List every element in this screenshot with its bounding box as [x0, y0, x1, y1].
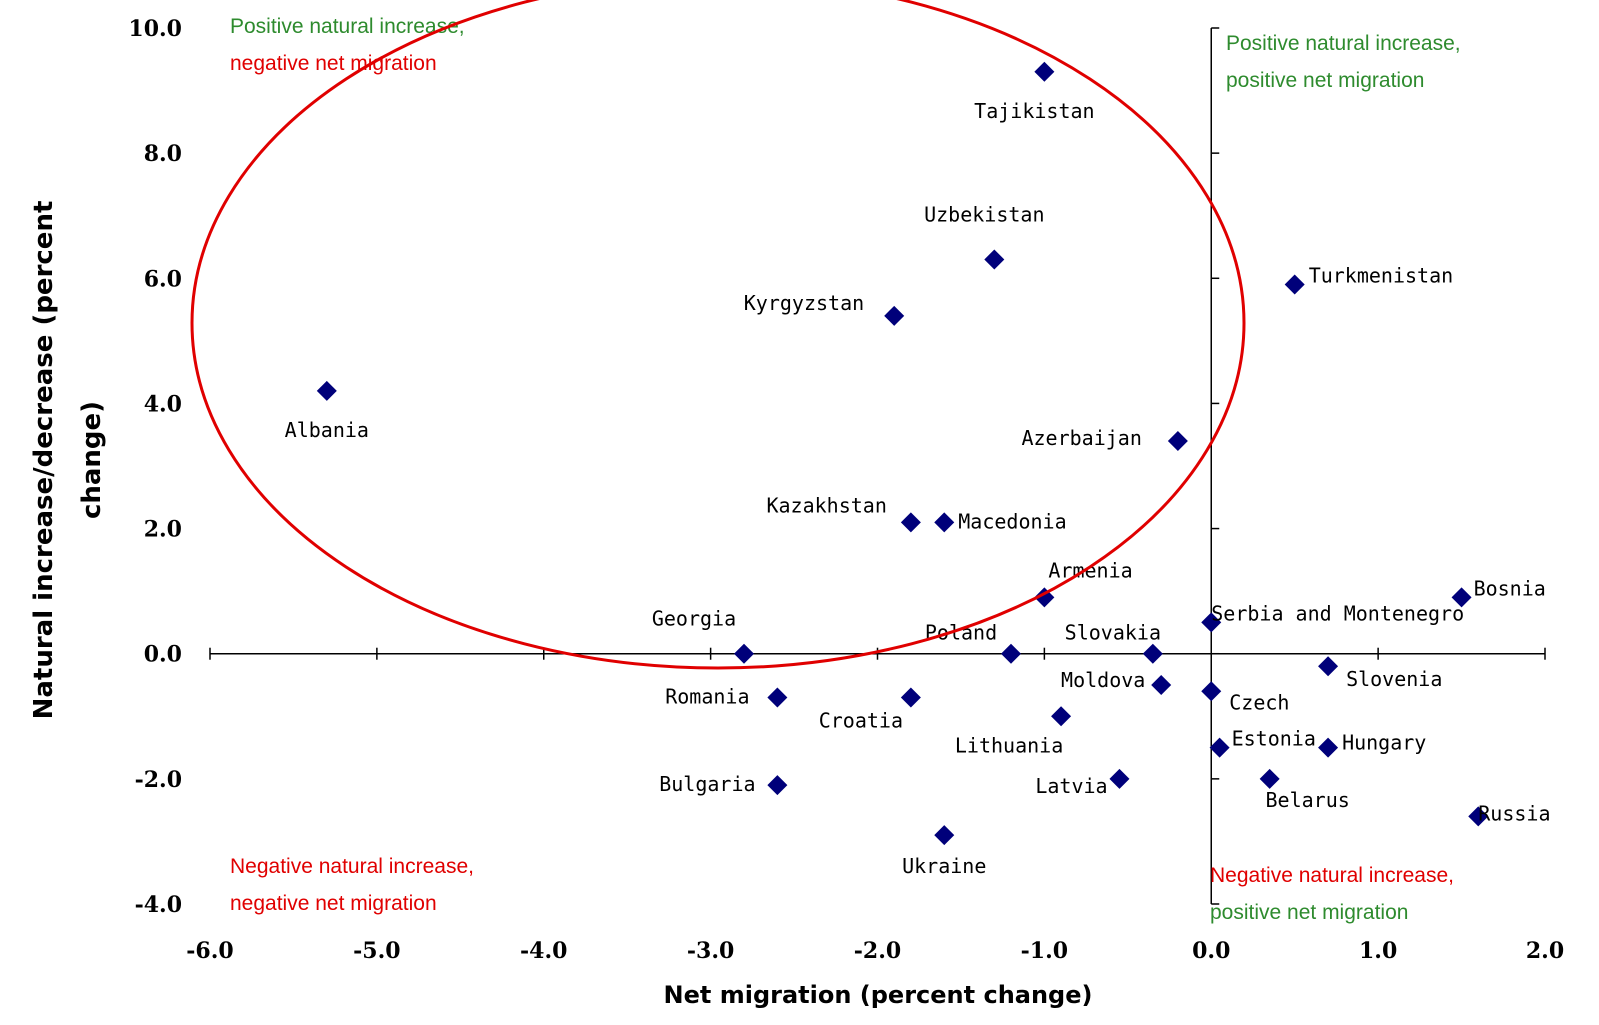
- x-tick-label: -6.0: [186, 938, 233, 964]
- label-slovakia: Slovakia: [1065, 621, 1161, 645]
- point-slovenia: [1318, 656, 1339, 677]
- label-albania: Albania: [285, 418, 369, 442]
- quadrant-annotation-top-left: Positive natural increase, negative net …: [230, 15, 465, 75]
- label-azerbaijan: Azerbaijan: [1021, 426, 1141, 450]
- point-romania: [767, 687, 788, 708]
- quadrant-annotation-bottom-right: Negative natural increase, positive net …: [1210, 864, 1454, 924]
- point-belarus: [1259, 768, 1280, 789]
- x-tick-label: 2.0: [1526, 938, 1564, 964]
- label-serbia-and-montenegro: Serbia and Montenegro: [1211, 601, 1464, 625]
- y-tick-label: -2.0: [135, 767, 182, 793]
- point-bulgaria: [767, 775, 788, 796]
- y-tick-label: 6.0: [144, 266, 182, 292]
- x-tick-label: -4.0: [520, 938, 567, 964]
- point-czech: [1201, 681, 1222, 702]
- data-labels: Tajikistan Uzbekistan Kyrgyzstan Turkmenist…: [285, 99, 1551, 878]
- y-tick-label: 10.0: [128, 16, 182, 42]
- point-estonia: [1209, 737, 1230, 758]
- point-bosnia: [1451, 587, 1472, 608]
- quadrant-bottom-right-line2: positive net migration: [1210, 901, 1408, 924]
- point-russia: [1468, 806, 1489, 827]
- label-latvia: Latvia: [1035, 774, 1107, 798]
- point-serbia-and-montenegro: [1201, 612, 1222, 633]
- y-axis-title-line1: Natural increase/decrease (percent: [29, 201, 59, 720]
- label-hungary: Hungary: [1342, 731, 1426, 755]
- label-uzbekistan: Uzbekistan: [924, 203, 1044, 227]
- y-tick-label: 8.0: [144, 141, 182, 167]
- label-macedonia: Macedonia: [958, 509, 1066, 533]
- x-tick-label: -5.0: [353, 938, 400, 964]
- point-azerbaijan: [1167, 430, 1188, 451]
- point-ukraine: [934, 825, 955, 846]
- label-estonia: Estonia: [1232, 727, 1316, 751]
- quadrant-top-right-line2: positive net migration: [1226, 69, 1424, 92]
- y-tick-label: 4.0: [144, 391, 182, 417]
- label-moldova: Moldova: [1061, 668, 1145, 692]
- label-tajikistan: Tajikistan: [974, 99, 1094, 123]
- point-albania: [316, 380, 337, 401]
- point-macedonia: [934, 512, 955, 533]
- quadrant-top-right-line1: Positive natural increase,: [1226, 32, 1461, 55]
- label-kazakhstan: Kazakhstan: [766, 493, 886, 517]
- x-tick-label: -1.0: [1021, 938, 1068, 964]
- point-slovakia: [1142, 643, 1163, 664]
- quadrant-bottom-right-line1: Negative natural increase,: [1210, 864, 1454, 887]
- label-bulgaria: Bulgaria: [659, 772, 755, 796]
- quadrant-annotation-top-right: Positive natural increase, positive net …: [1226, 32, 1461, 92]
- quadrant-annotation-bottom-left: Negative natural increase, negative net …: [230, 855, 474, 915]
- point-poland: [1001, 643, 1021, 664]
- label-bosnia: Bosnia: [1474, 576, 1546, 600]
- label-kyrgyzstan: Kyrgyzstan: [744, 291, 864, 315]
- axes: [209, 27, 1546, 905]
- x-axis-title: Net migration (percent change): [664, 981, 1093, 1009]
- label-romania: Romania: [665, 685, 749, 709]
- point-tajikistan: [1034, 61, 1055, 82]
- label-slovenia: Slovenia: [1346, 667, 1442, 691]
- quadrant-bottom-left-line1: Negative natural increase,: [230, 855, 474, 878]
- label-ukraine: Ukraine: [902, 854, 986, 878]
- label-georgia: Georgia: [652, 607, 736, 631]
- point-georgia: [734, 643, 754, 664]
- y-axis-title-line2: change): [77, 401, 107, 519]
- x-tick-label: -2.0: [854, 938, 901, 964]
- data-points: [316, 61, 1489, 846]
- quadrant-top-left-line1: Positive natural increase,: [230, 15, 465, 38]
- highlight-ellipse: [190, 0, 1246, 670]
- x-tick-label: 1.0: [1359, 938, 1397, 964]
- label-turkmenistan: Turkmenistan: [1309, 264, 1454, 288]
- label-czech: Czech: [1229, 690, 1289, 714]
- point-croatia: [900, 687, 921, 708]
- point-lithuania: [1051, 706, 1072, 727]
- tick-labels: 10.08.06.04.02.00.0-2.0-4.0-6.0 -5.0 -4.0-…: [128, 16, 1564, 964]
- point-kyrgyzstan: [884, 305, 905, 326]
- label-croatia: Croatia: [819, 709, 903, 733]
- label-poland: Poland: [925, 621, 997, 645]
- quadrant-bottom-left-line2: negative net migration: [230, 892, 437, 915]
- point-moldova: [1151, 675, 1172, 695]
- point-turkmenistan: [1284, 274, 1305, 295]
- point-kazakhstan: [900, 512, 921, 533]
- y-tick-label: -4.0: [135, 892, 182, 918]
- point-latvia: [1109, 768, 1130, 789]
- label-belarus: Belarus: [1266, 788, 1350, 812]
- label-armenia: Armenia: [1048, 558, 1132, 582]
- y-tick-label: 2.0: [144, 517, 182, 543]
- x-tick-label: 0.0: [1192, 938, 1230, 964]
- quadrant-top-left-line2: negative net migration: [230, 52, 437, 75]
- point-hungary: [1318, 737, 1339, 758]
- point-uzbekistan: [984, 249, 1005, 270]
- y-tick-label: 0.0: [144, 642, 182, 668]
- x-tick-label: -3.0: [687, 938, 734, 964]
- label-russia: Russia: [1478, 801, 1550, 825]
- label-lithuania: Lithuania: [955, 733, 1063, 757]
